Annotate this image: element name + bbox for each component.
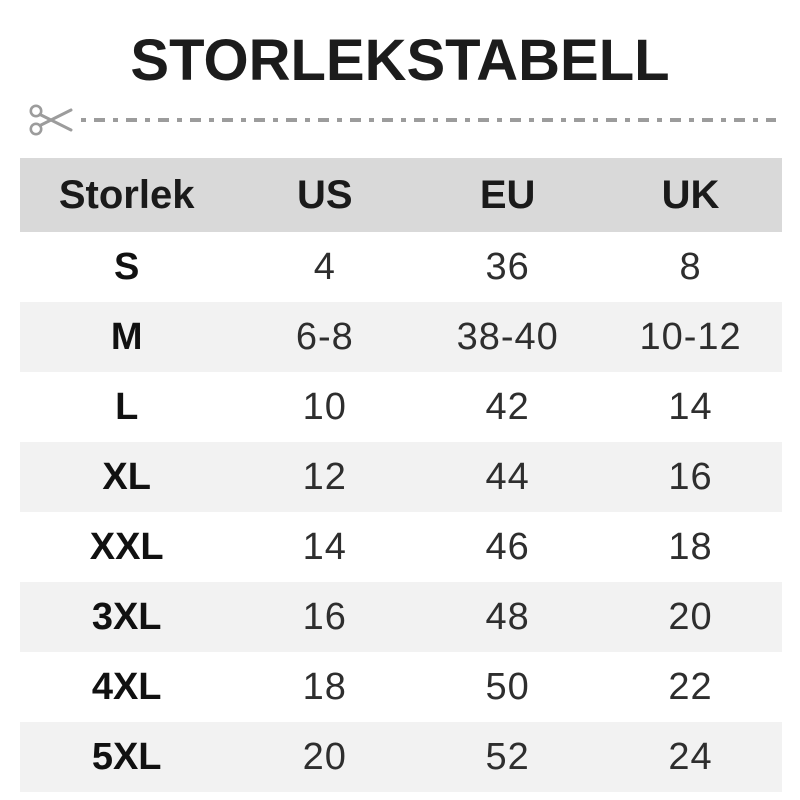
table-row: XXL 14 46 18 [20, 512, 782, 582]
uk-cell: 14 [668, 385, 713, 428]
us-cell: 18 [302, 665, 347, 708]
us-cell: 10 [302, 385, 347, 428]
us-cell: 20 [302, 735, 347, 778]
table-row: M 6-8 38-40 10-12 [20, 302, 782, 372]
column-header-us: US [297, 172, 353, 217]
uk-cell: 20 [668, 595, 713, 638]
table-row: 4XL 18 50 22 [20, 652, 782, 722]
table-row: L 10 42 14 [20, 372, 782, 442]
column-header-eu: EU [479, 172, 536, 217]
table-row: S 4 36 8 [20, 232, 782, 302]
us-cell: 14 [302, 525, 347, 568]
size-cell: S [114, 245, 140, 288]
eu-cell: 36 [485, 245, 530, 288]
eu-cell: 44 [485, 455, 530, 498]
us-cell: 12 [302, 455, 347, 498]
us-cell: 6-8 [295, 315, 354, 358]
table-row: 3XL 16 48 20 [20, 582, 782, 652]
eu-cell: 48 [485, 595, 530, 638]
uk-cell: 18 [668, 525, 713, 568]
uk-cell: 22 [668, 665, 713, 708]
size-cell: L [115, 385, 139, 428]
size-cell: M [110, 315, 143, 358]
size-cell: XL [102, 455, 151, 498]
eu-cell: 52 [485, 735, 530, 778]
uk-cell: 10-12 [639, 315, 742, 358]
uk-cell: 24 [668, 735, 713, 778]
table-header-row: Storlek US EU UK [20, 158, 782, 232]
eu-cell: 50 [485, 665, 530, 708]
eu-cell: 46 [485, 525, 530, 568]
us-cell: 4 [313, 245, 336, 288]
size-cell: XXL [89, 525, 164, 568]
eu-cell: 42 [485, 385, 530, 428]
scissors-icon [29, 104, 73, 136]
size-cell: 3XL [91, 595, 162, 638]
column-header-uk: UK [661, 172, 720, 217]
page-title: STORLEKSTABELL [130, 28, 670, 93]
cut-dashed-line [81, 118, 776, 122]
us-cell: 16 [302, 595, 347, 638]
size-cell: 5XL [91, 735, 162, 778]
table-row: 5XL 20 52 24 [20, 722, 782, 792]
table-row: XL 12 44 16 [20, 442, 782, 512]
uk-cell: 16 [668, 455, 713, 498]
size-cell: 4XL [91, 665, 162, 708]
cut-line [28, 98, 776, 142]
size-table: Storlek US EU UK S 4 36 8 M 6-8 38-40 10… [20, 158, 782, 792]
uk-cell: 8 [679, 245, 702, 288]
column-header-storlek: Storlek [58, 172, 195, 217]
eu-cell: 38-40 [456, 315, 559, 358]
